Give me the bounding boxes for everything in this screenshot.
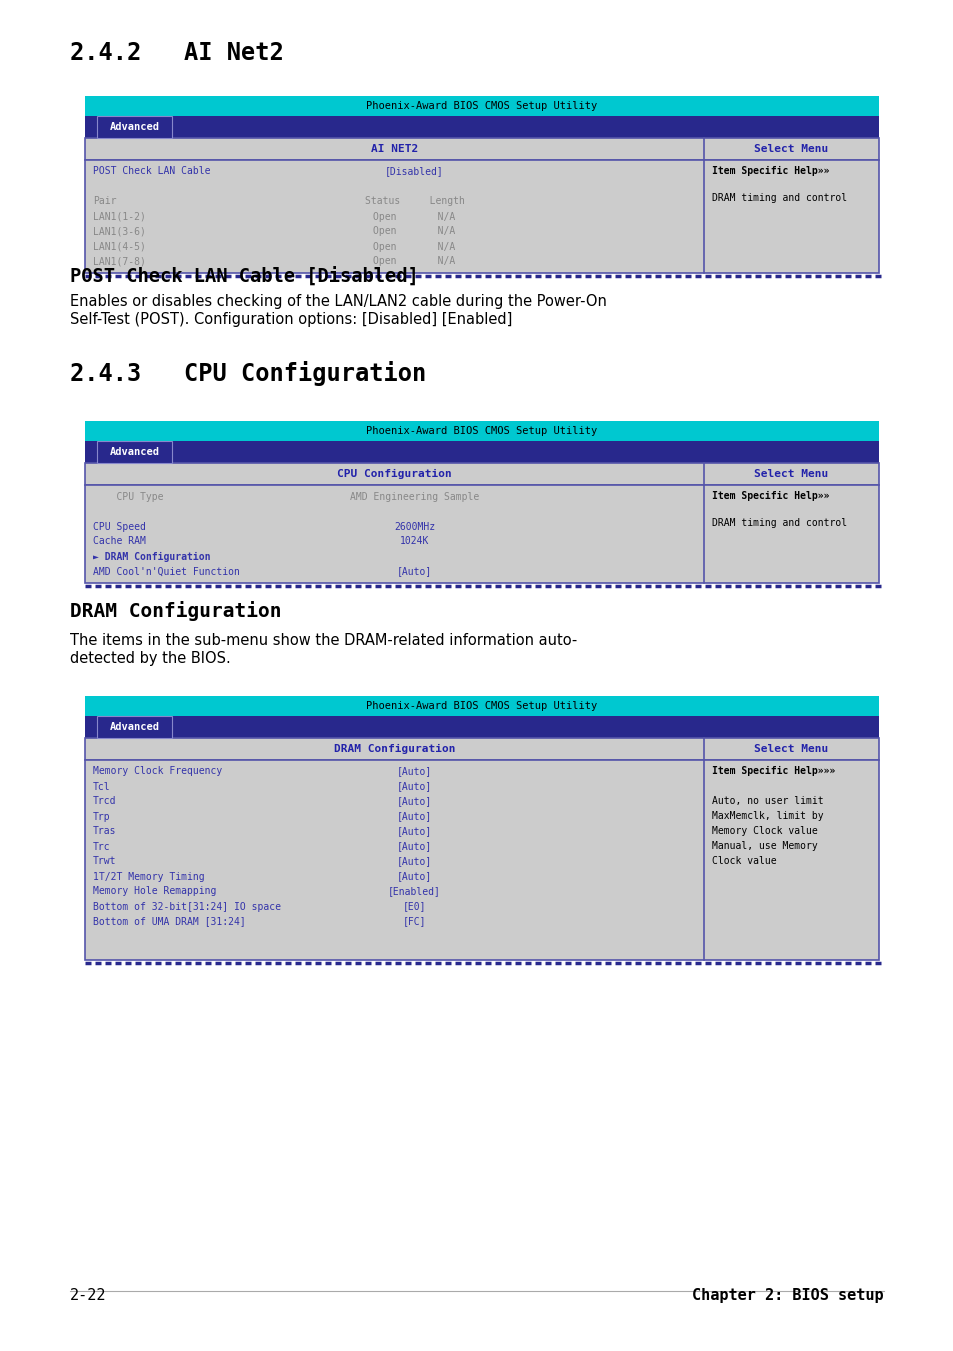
Text: Bottom of 32-bit[31:24] IO space: Bottom of 32-bit[31:24] IO space xyxy=(92,901,281,912)
Text: [Disabled]: [Disabled] xyxy=(385,166,443,177)
Text: 2-22: 2-22 xyxy=(70,1288,107,1302)
Text: Trwt: Trwt xyxy=(92,857,116,866)
Text: CPU Speed: CPU Speed xyxy=(92,521,146,531)
Text: Item Specific Help»»»: Item Specific Help»»» xyxy=(711,766,835,775)
Text: 2600MHz: 2600MHz xyxy=(394,521,435,531)
Text: The items in the sub-menu show the DRAM-related information auto-: The items in the sub-menu show the DRAM-… xyxy=(70,634,577,648)
Text: 2.4.2   AI Net2: 2.4.2 AI Net2 xyxy=(70,41,283,65)
Text: Phoenix-Award BIOS CMOS Setup Utility: Phoenix-Award BIOS CMOS Setup Utility xyxy=(366,426,597,436)
Bar xyxy=(85,696,878,716)
Text: [Auto]: [Auto] xyxy=(396,781,432,792)
Text: 2.4.3   CPU Configuration: 2.4.3 CPU Configuration xyxy=(70,361,426,386)
Text: DRAM Configuration: DRAM Configuration xyxy=(70,601,281,621)
Text: CPU Type: CPU Type xyxy=(92,492,163,501)
Text: [Auto]: [Auto] xyxy=(396,827,432,836)
Text: Pair: Pair xyxy=(92,196,116,207)
Text: Auto, no user limit: Auto, no user limit xyxy=(711,796,822,807)
Text: Status     Length: Status Length xyxy=(364,196,464,207)
Text: Memory Hole Remapping: Memory Hole Remapping xyxy=(92,886,216,897)
Bar xyxy=(85,440,878,463)
Text: 1024K: 1024K xyxy=(399,536,429,547)
Text: AI NET2: AI NET2 xyxy=(371,145,417,154)
Text: DRAM timing and control: DRAM timing and control xyxy=(711,517,846,528)
Text: Clock value: Clock value xyxy=(711,857,776,866)
Bar xyxy=(97,116,172,138)
Text: Memory Clock value: Memory Clock value xyxy=(711,825,817,836)
Text: Phoenix-Award BIOS CMOS Setup Utility: Phoenix-Award BIOS CMOS Setup Utility xyxy=(366,701,597,711)
Bar xyxy=(97,716,172,738)
Bar xyxy=(85,116,878,138)
Bar xyxy=(85,159,878,273)
Text: DRAM Configuration: DRAM Configuration xyxy=(334,744,455,754)
Text: [Auto]: [Auto] xyxy=(396,797,432,807)
Text: [Enabled]: [Enabled] xyxy=(388,886,440,897)
Text: LAN1(1-2): LAN1(1-2) xyxy=(92,212,146,222)
Text: Memory Clock Frequency: Memory Clock Frequency xyxy=(92,766,222,777)
Text: LAN1(3-6): LAN1(3-6) xyxy=(92,227,146,236)
Bar xyxy=(85,761,878,961)
Text: Open       N/A: Open N/A xyxy=(373,242,456,251)
Text: Manual, use Memory: Manual, use Memory xyxy=(711,842,817,851)
Text: [Auto]: [Auto] xyxy=(396,842,432,851)
Bar xyxy=(97,440,172,463)
Text: Item Specific Help»»: Item Specific Help»» xyxy=(711,490,828,501)
Bar xyxy=(85,485,878,584)
Text: CPU Configuration: CPU Configuration xyxy=(336,469,452,480)
Text: [Auto]: [Auto] xyxy=(396,566,432,577)
Text: Open       N/A: Open N/A xyxy=(373,257,456,266)
Text: Phoenix-Award BIOS CMOS Setup Utility: Phoenix-Award BIOS CMOS Setup Utility xyxy=(366,101,597,111)
Text: [E0]: [E0] xyxy=(402,901,426,912)
Text: Bottom of UMA DRAM [31:24]: Bottom of UMA DRAM [31:24] xyxy=(92,916,246,927)
Text: AMD Engineering Sample: AMD Engineering Sample xyxy=(350,492,478,501)
Text: [Auto]: [Auto] xyxy=(396,812,432,821)
Text: LAN1(4-5): LAN1(4-5) xyxy=(92,242,146,251)
Text: detected by the BIOS.: detected by the BIOS. xyxy=(70,651,231,666)
Text: Open       N/A: Open N/A xyxy=(373,227,456,236)
Text: Advanced: Advanced xyxy=(110,447,159,457)
Text: POST Check LAN Cable: POST Check LAN Cable xyxy=(92,166,211,177)
Bar xyxy=(85,138,878,159)
Text: [Auto]: [Auto] xyxy=(396,871,432,881)
Text: AMD Cool'n'Quiet Function: AMD Cool'n'Quiet Function xyxy=(92,566,239,577)
Text: POST Check LAN Cable [Disabled]: POST Check LAN Cable [Disabled] xyxy=(70,266,418,285)
Text: Cache RAM: Cache RAM xyxy=(92,536,146,547)
Text: Select Menu: Select Menu xyxy=(754,145,828,154)
Bar xyxy=(85,738,878,761)
Bar xyxy=(85,422,878,440)
Text: [Auto]: [Auto] xyxy=(396,766,432,777)
Bar xyxy=(85,716,878,738)
Text: [Auto]: [Auto] xyxy=(396,857,432,866)
Text: DRAM timing and control: DRAM timing and control xyxy=(711,193,846,203)
Text: Advanced: Advanced xyxy=(110,122,159,132)
Text: Chapter 2: BIOS setup: Chapter 2: BIOS setup xyxy=(692,1288,883,1302)
Text: 1T/2T Memory Timing: 1T/2T Memory Timing xyxy=(92,871,204,881)
Text: LAN1(7-8): LAN1(7-8) xyxy=(92,257,146,266)
Text: Trc: Trc xyxy=(92,842,111,851)
Text: Advanced: Advanced xyxy=(110,721,159,732)
Text: Enables or disables checking of the LAN/LAN2 cable during the Power-On: Enables or disables checking of the LAN/… xyxy=(70,295,606,309)
Text: ► DRAM Configuration: ► DRAM Configuration xyxy=(92,551,211,562)
Bar xyxy=(85,463,878,485)
Text: Select Menu: Select Menu xyxy=(754,744,828,754)
Text: Item Specific Help»»: Item Specific Help»» xyxy=(711,166,828,176)
Text: Open       N/A: Open N/A xyxy=(373,212,456,222)
Text: Tras: Tras xyxy=(92,827,116,836)
Text: [FC]: [FC] xyxy=(402,916,426,927)
Text: Self-Test (POST). Configuration options: [Disabled] [Enabled]: Self-Test (POST). Configuration options:… xyxy=(70,312,512,327)
Bar xyxy=(85,96,878,116)
Text: Tcl: Tcl xyxy=(92,781,111,792)
Text: Trcd: Trcd xyxy=(92,797,116,807)
Text: Select Menu: Select Menu xyxy=(754,469,828,480)
Text: MaxMemclk, limit by: MaxMemclk, limit by xyxy=(711,811,822,821)
Text: Trp: Trp xyxy=(92,812,111,821)
